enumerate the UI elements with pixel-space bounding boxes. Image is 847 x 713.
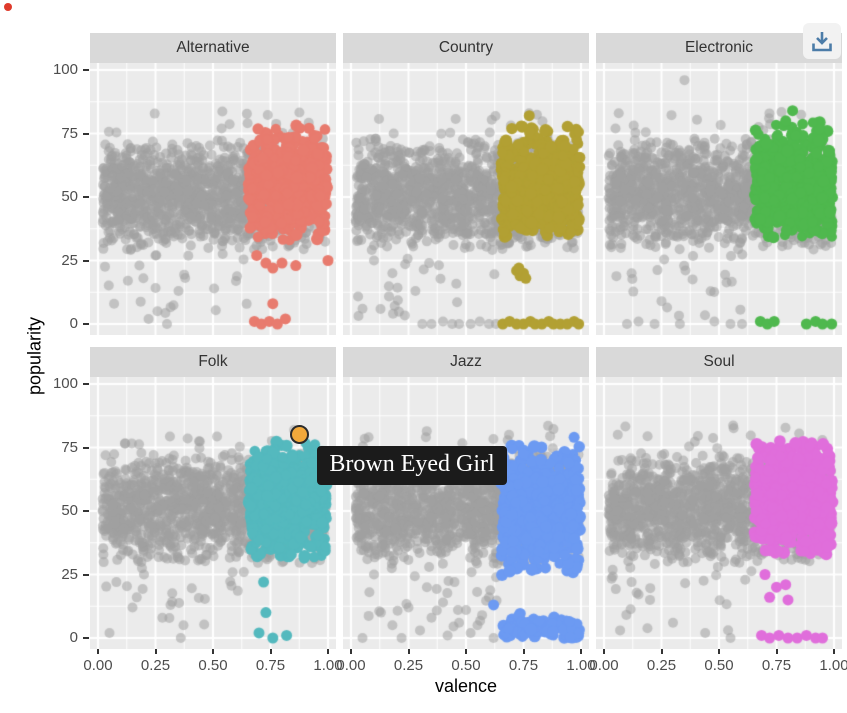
x-tick-label: 0.50 <box>704 657 734 674</box>
y-tick-mark <box>83 573 89 576</box>
y-tick-mark <box>83 446 89 449</box>
status-dot <box>4 3 12 11</box>
facet-strip-alternative: Alternative <box>90 33 336 63</box>
facet-strip-label: Alternative <box>176 39 250 56</box>
x-tick-label: 0.25 <box>393 657 424 674</box>
facet-panel-folk[interactable] <box>90 377 336 649</box>
x-axis-label: valence <box>434 676 498 696</box>
facet-strip-label: Electronic <box>684 39 754 56</box>
x-tick-label: 1.00 <box>819 657 847 674</box>
x-tick-mark <box>660 649 663 654</box>
x-tick-label: 0.00 <box>83 657 113 674</box>
x-tick-label: 0.75 <box>255 657 286 674</box>
y-tick-label: 75 <box>61 438 78 456</box>
x-tick-label: 0.75 <box>508 657 539 674</box>
y-tick-label: 0 <box>69 629 78 646</box>
facet-strip-label: Country <box>438 39 494 56</box>
x-tick-label: 0.50 <box>451 657 481 674</box>
y-axis-label: popularity <box>24 316 45 396</box>
facet-strip-country: Country <box>343 33 589 63</box>
x-tick-label: 0.00 <box>336 657 366 674</box>
download-icon <box>810 30 834 53</box>
x-tick-mark <box>269 649 272 654</box>
tooltip: Brown Eyed Girl <box>317 445 507 485</box>
x-tick-mark <box>522 649 525 654</box>
y-tick-mark <box>83 69 89 71</box>
y-tick-mark <box>83 637 89 639</box>
y-tick-label: 75 <box>61 124 78 142</box>
y-tick-label: 50 <box>61 502 78 519</box>
x-tick-mark <box>775 649 778 654</box>
x-tick-mark <box>465 649 467 654</box>
x-tick-label: 1.00 <box>566 657 596 674</box>
x-tick-label: 0.25 <box>140 657 171 674</box>
x-tick-mark <box>407 649 410 654</box>
y-tick-mark <box>83 196 89 198</box>
x-tick-mark <box>97 649 99 654</box>
y-tick-mark <box>83 383 89 385</box>
facet-strip-jazz: Jazz <box>343 347 589 377</box>
facet-strip-electronic: Electronic <box>596 33 842 63</box>
highlighted-song-point[interactable] <box>290 424 310 444</box>
x-tick-label: 0.00 <box>589 657 619 674</box>
x-tick-label: 0.50 <box>198 657 228 674</box>
facet-strip-soul: Soul <box>596 347 842 377</box>
facet-panel-electronic[interactable] <box>596 63 842 335</box>
x-tick-label: 0.75 <box>761 657 792 674</box>
y-tick-label: 100 <box>52 61 78 78</box>
y-tick-mark <box>83 132 89 135</box>
x-tick-label: 1.00 <box>313 657 343 674</box>
x-tick-label: 0.25 <box>646 657 677 674</box>
facet-strip-label: Soul <box>703 353 735 370</box>
y-tick-label: 25 <box>61 251 78 269</box>
y-tick-label: 0 <box>69 315 78 332</box>
y-tick-mark <box>83 259 89 262</box>
facet-strip-folk: Folk <box>90 347 336 377</box>
facet-panel-country[interactable] <box>343 63 589 335</box>
facet-strip-label: Folk <box>198 353 228 370</box>
facet-strip-label: Jazz <box>450 353 482 370</box>
facet-panel-alternative[interactable] <box>90 63 336 335</box>
y-tick-label: 25 <box>61 565 78 583</box>
y-tick-label: 50 <box>61 188 78 205</box>
x-tick-mark <box>718 649 720 654</box>
x-tick-mark <box>154 649 157 654</box>
download-button[interactable] <box>803 23 841 59</box>
x-tick-mark <box>327 649 329 654</box>
x-tick-mark <box>580 649 582 654</box>
x-tick-mark <box>603 649 605 654</box>
x-tick-mark <box>212 649 214 654</box>
y-tick-mark <box>83 323 89 325</box>
y-tick-mark <box>83 510 89 512</box>
facet-panel-jazz[interactable] <box>343 377 589 649</box>
x-tick-mark <box>350 649 352 654</box>
y-tick-label: 100 <box>52 375 78 392</box>
facet-panel-soul[interactable] <box>596 377 842 649</box>
x-tick-mark <box>833 649 835 654</box>
